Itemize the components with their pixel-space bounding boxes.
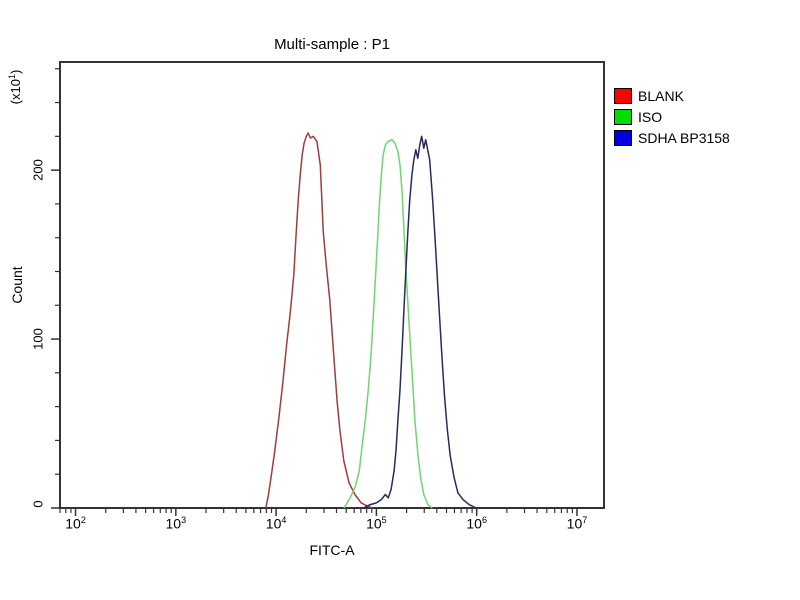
legend-item-blank: BLANK bbox=[614, 88, 730, 104]
legend-label: BLANK bbox=[638, 88, 684, 104]
legend-item-iso: ISO bbox=[614, 109, 730, 125]
y-tick-label: 200 bbox=[30, 159, 46, 181]
plot-frame bbox=[59, 61, 605, 509]
legend-swatch bbox=[614, 109, 632, 125]
x-tick-label: 105 bbox=[366, 515, 387, 532]
legend-swatch bbox=[614, 130, 632, 146]
curve-iso bbox=[343, 138, 433, 509]
legend-item-sdha-bp3158: SDHA BP3158 bbox=[614, 130, 730, 146]
plot-title: Multi-sample : P1 bbox=[274, 36, 390, 53]
y-tick-label: 0 bbox=[30, 500, 46, 508]
curve-blank bbox=[265, 132, 373, 509]
x-tick-label: 106 bbox=[466, 515, 487, 532]
x-axis-title: FITC-A bbox=[309, 542, 355, 558]
x-tick-label: 103 bbox=[165, 515, 187, 532]
y-tick-label: 100 bbox=[30, 328, 46, 350]
x-tick-label: 107 bbox=[566, 515, 588, 532]
legend: BLANK ISO SDHA BP3158 bbox=[614, 88, 730, 151]
legend-label: SDHA BP3158 bbox=[638, 130, 730, 146]
curve-sdha-bp3158 bbox=[362, 135, 477, 509]
x-tick-label: 102 bbox=[65, 515, 86, 532]
legend-swatch bbox=[614, 88, 632, 104]
x-tick-label: 104 bbox=[265, 515, 287, 532]
legend-label: ISO bbox=[638, 109, 663, 125]
